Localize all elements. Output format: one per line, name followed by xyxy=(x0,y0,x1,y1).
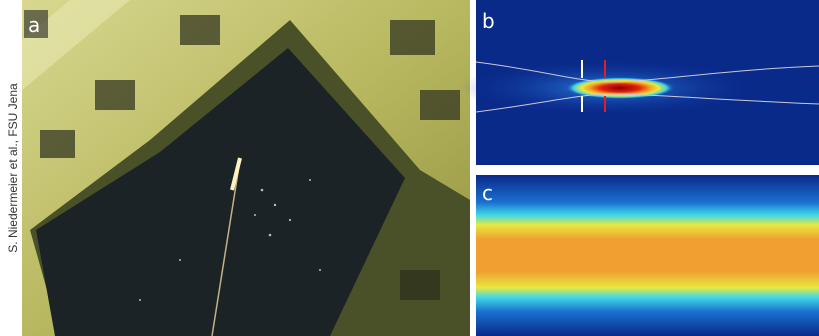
panel-label: a xyxy=(28,13,40,37)
panel-b: b xyxy=(460,0,819,165)
figure: S. Niedermeier et al., FSU Jena a xyxy=(0,0,819,336)
panel-label: c xyxy=(482,181,493,205)
panel-label: b xyxy=(482,9,495,33)
panel-a: a xyxy=(22,0,470,336)
panel-c: c xyxy=(476,175,819,336)
credit: S. Niedermeier et al., FSU Jena xyxy=(6,83,20,253)
